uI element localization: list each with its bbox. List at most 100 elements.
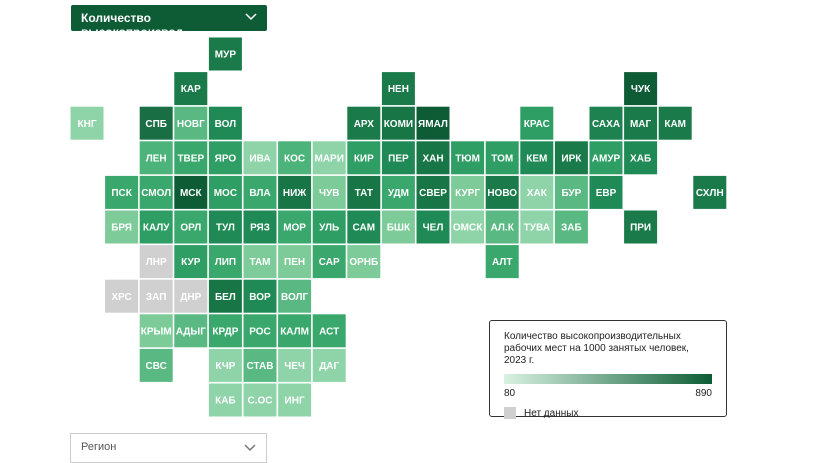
region-tile [139, 348, 173, 382]
no-data-label: Нет данных [524, 407, 579, 419]
region-tile [416, 106, 450, 140]
region-label: ИРК [561, 153, 582, 164]
region-label: СМОЛ [141, 188, 171, 199]
region-tile [416, 210, 450, 244]
region-tile [347, 141, 381, 175]
region-label: УДМ [388, 188, 409, 199]
scale-min: 80 [504, 388, 516, 399]
region-tile [174, 175, 208, 209]
region-tile [554, 141, 588, 175]
region-tile [278, 175, 312, 209]
region-tile [208, 141, 242, 175]
region-label: СВЕР [419, 188, 447, 199]
chevron [244, 444, 256, 452]
region-tile [416, 141, 450, 175]
legend-title: Количество высокопроизводительных рабочи… [504, 331, 689, 366]
legend: Количество высокопроизводительных рабочи… [489, 320, 727, 419]
region-label: ЧУК [631, 84, 651, 95]
region-tile [139, 314, 173, 348]
region-tile [381, 106, 415, 140]
region-tile [243, 314, 277, 348]
region-tile [381, 210, 415, 244]
region-tile [243, 141, 277, 175]
region-tile [347, 210, 381, 244]
indicator-dropdown[interactable]: Количество высокопроизвод... [71, 5, 267, 39]
region-label: ПРИ [630, 223, 651, 234]
region-tile [347, 175, 381, 209]
region-label: КУРГ [455, 188, 480, 199]
region-label: КРДР [212, 326, 238, 337]
region-label: ВОЛГ [281, 292, 309, 303]
region-label: КНГ [78, 119, 97, 130]
region-tile [174, 279, 208, 313]
region-label: КОС [284, 153, 305, 164]
region-label: ОМСК [453, 223, 483, 234]
region-tile [485, 245, 519, 279]
region-tile [70, 106, 104, 140]
region-tile [278, 245, 312, 279]
region-label: АЛ.К [491, 223, 515, 234]
region-label: МОР [283, 223, 306, 234]
region-tile [105, 279, 139, 313]
region-label: САР [319, 257, 340, 268]
region-label: ТАМ [249, 257, 270, 268]
region-label: ВЛА [249, 188, 270, 199]
region-label: КУР [181, 257, 201, 268]
region-label: БЕЛ [215, 292, 236, 303]
region-label: АМУР [592, 153, 621, 164]
region-label: КАР [181, 84, 201, 95]
region-label: АРХ [354, 119, 375, 130]
region-label: РЯЗ [250, 223, 270, 234]
region-tile [139, 279, 173, 313]
region-label: ПСК [111, 188, 132, 199]
chevron [245, 13, 257, 21]
region-label: АДЫГ [176, 326, 207, 337]
region-tile [208, 106, 242, 140]
region-label: ЛЕН [146, 153, 167, 164]
region-label: СТАВ [247, 361, 274, 372]
region-tile [624, 210, 658, 244]
region-label: ЧЕЛ [423, 223, 444, 234]
region-tile [208, 348, 242, 382]
region-label: ОРЛ [180, 223, 201, 234]
region-tile [381, 72, 415, 106]
region-label: МСК [180, 188, 203, 199]
region-tile [312, 314, 346, 348]
region-label: РОС [249, 326, 271, 337]
region-tile [520, 106, 554, 140]
region-label: БРЯ [111, 223, 132, 234]
region-tile [139, 245, 173, 279]
region-label: БШК [387, 223, 411, 234]
region-label: ПЕН [284, 257, 305, 268]
region-tile [624, 106, 658, 140]
region-dropdown[interactable]: Регион [70, 433, 267, 463]
tile-map: МУР КАР НЕН ЧУК КНГ СПБ НОВГ ВОЛ АРХ КОМИ ЯМАЛ КРАС… [70, 37, 727, 417]
region-label: ХРС [111, 292, 131, 303]
region-tile [139, 175, 173, 209]
region-tile [278, 314, 312, 348]
region-tile [139, 210, 173, 244]
region-tile [520, 210, 554, 244]
region-label: ЧУВ [319, 188, 339, 199]
region-tile [485, 175, 519, 209]
region-label: АСТ [319, 326, 339, 337]
region-label: КАМ [664, 119, 686, 130]
region-label: ТУВА [524, 223, 550, 234]
region-label: СПБ [145, 119, 167, 130]
region-tile [278, 348, 312, 382]
color-scale [504, 374, 712, 384]
region-tile [208, 314, 242, 348]
region-label: САХА [592, 119, 620, 130]
region-tile [208, 175, 242, 209]
region-label: НОВО [487, 188, 517, 199]
region-label: ЧЕЧ [284, 361, 305, 372]
region-tile [174, 210, 208, 244]
region-label: ТОМ [491, 153, 513, 164]
region-label: ДАГ [319, 361, 339, 372]
region-tile [520, 141, 554, 175]
region-label: ТАТ [355, 188, 373, 199]
region-tile [278, 279, 312, 313]
region-label: ЯРО [215, 153, 237, 164]
region-tile [416, 175, 450, 209]
region-tile [312, 210, 346, 244]
